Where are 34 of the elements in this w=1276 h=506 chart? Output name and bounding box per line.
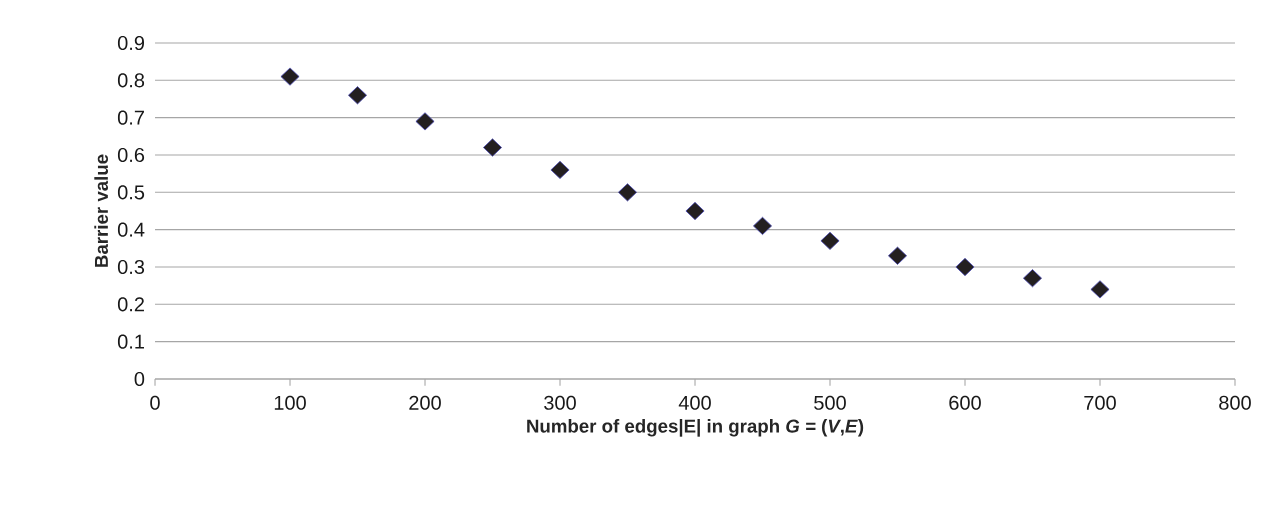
x-tick-label: 400 bbox=[678, 395, 711, 410]
y-tick-label: 0.3 bbox=[117, 259, 145, 275]
point bbox=[280, 67, 300, 86]
x-tick-label: 200 bbox=[409, 395, 441, 410]
x-tick-label: 700 bbox=[1084, 395, 1116, 410]
point bbox=[348, 86, 368, 105]
y-axis-title: Barrier value bbox=[94, 154, 109, 267]
y-tick-label: 0.7 bbox=[117, 110, 144, 125]
x-tick-label: 500 bbox=[814, 395, 846, 410]
point bbox=[483, 138, 503, 157]
x-tick-label: 0 bbox=[150, 395, 160, 410]
x-tick-label: 300 bbox=[544, 395, 576, 410]
point bbox=[1090, 280, 1110, 299]
point bbox=[888, 246, 908, 265]
point bbox=[955, 257, 975, 277]
point bbox=[550, 160, 570, 179]
point bbox=[415, 112, 435, 131]
point bbox=[685, 201, 705, 221]
x-tick-label: 800 bbox=[1219, 395, 1251, 410]
point bbox=[820, 231, 840, 250]
x-tick-label: 100 bbox=[274, 395, 306, 410]
point bbox=[753, 216, 773, 235]
y-tick-label: 0.5 bbox=[117, 185, 145, 200]
x-axis-title: Number of edges|E| in graph G = (V,E) bbox=[527, 419, 864, 437]
y-tick-label: 0.4 bbox=[117, 222, 145, 237]
y-tick-label: 0.9 bbox=[117, 35, 145, 51]
y-tick-label: 0.6 bbox=[117, 147, 145, 163]
y-tick-label: 0 bbox=[134, 371, 145, 387]
y-tick-label: 0.1 bbox=[117, 334, 144, 349]
y-tick-label: 0.2 bbox=[117, 297, 144, 312]
point bbox=[1023, 269, 1042, 288]
point bbox=[618, 183, 638, 202]
y-tick-label: 0.8 bbox=[117, 73, 145, 88]
x-tick-label: 600 bbox=[949, 395, 981, 410]
